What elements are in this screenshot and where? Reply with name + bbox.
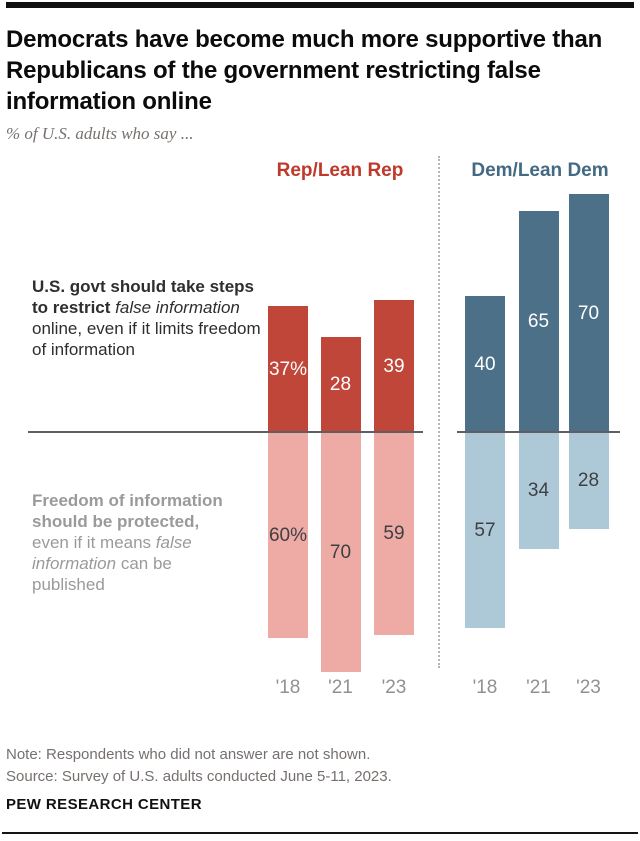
- axis-baseline-rep: [28, 431, 423, 433]
- bar-protect-dem-18: 57: [465, 433, 505, 628]
- x-tick-dem-21: '21: [526, 677, 551, 698]
- panel-divider-dotted-line: [438, 156, 440, 668]
- legend-dem-lean-dem: Dem/Lean Dem: [471, 160, 609, 181]
- bar-restrict-rep-18: 37%: [268, 306, 308, 433]
- statement-protect-label: Freedom of information should be protect…: [32, 490, 240, 595]
- bar-restrict-rep-23: 39: [374, 300, 414, 433]
- statement-protect-bold: Freedom of information should be protect…: [32, 491, 223, 531]
- chart-subtitle: % of U.S. adults who say ...: [6, 124, 194, 143]
- statement-restrict-italic: false information: [115, 298, 240, 317]
- statement-restrict-rest: online, even if it limits freedom of inf…: [32, 319, 261, 359]
- bar-value-label: 59: [383, 523, 405, 544]
- bar-value-label: 37%: [268, 358, 308, 380]
- bar-value-label: 40: [474, 353, 496, 375]
- chart-title-line: Democrats have become much more supporti…: [6, 26, 603, 53]
- bar-value-label: 28: [329, 374, 352, 395]
- bar-restrict-dem-21: 65: [518, 211, 559, 433]
- chart-title-line: information online: [6, 88, 212, 115]
- bar-restrict-dem-18: 40: [465, 296, 505, 433]
- bar-protect-rep-18: 60%: [268, 433, 308, 638]
- bar-protect-dem-21: 34: [518, 433, 559, 549]
- statement-restrict-bold: U.S. govt should take steps to restrict: [32, 277, 254, 317]
- x-tick-rep-23: '23: [381, 677, 407, 698]
- bar-value-label: 28: [577, 470, 600, 491]
- bar-value-label: 39: [383, 355, 405, 377]
- bar-restrict-dem-23: 70: [568, 194, 609, 433]
- statement-restrict-label: U.S. govt should take steps to restrict …: [32, 276, 274, 360]
- bar-value-label: 70: [329, 541, 352, 563]
- bar-restrict-rep-21: 28: [320, 337, 361, 433]
- source-text: Source: Survey of U.S. adults conducted …: [6, 768, 392, 785]
- top-rule: [6, 2, 634, 8]
- bar-protect-rep-21: 70: [320, 433, 361, 672]
- bar-value-label: 34: [527, 480, 550, 501]
- legend-rep-lean-rep: Rep/Lean Rep: [276, 160, 404, 181]
- note-text: Note: Respondents who did not answer are…: [6, 746, 371, 763]
- bar-value-label: 57: [474, 519, 496, 541]
- statement-protect-italic: false information: [32, 533, 192, 573]
- bar-protect-rep-23: 59: [374, 433, 414, 635]
- bar-value-label: 65: [527, 311, 550, 332]
- x-tick-rep-18: '18: [275, 677, 301, 698]
- x-tick-rep-21: '21: [328, 677, 353, 698]
- bar-protect-dem-23: 28: [568, 433, 609, 529]
- statement-protect-mid: even if it means: [32, 533, 156, 552]
- x-tick-dem-18: '18: [472, 677, 498, 698]
- chart-title: Democrats have become much more supporti…: [6, 24, 626, 117]
- bottom-rule: [2, 832, 638, 834]
- chart-title-line: Republicans of the government restrictin…: [6, 57, 541, 84]
- bar-value-label: 70: [577, 302, 600, 324]
- bar-value-label: 60%: [268, 524, 308, 546]
- pew-research-center-wordmark: PEW RESEARCH CENTER: [6, 796, 202, 813]
- statement-protect-rest: can be published: [32, 554, 172, 594]
- x-tick-dem-23: '23: [576, 677, 601, 698]
- axis-baseline-dem: [457, 431, 620, 433]
